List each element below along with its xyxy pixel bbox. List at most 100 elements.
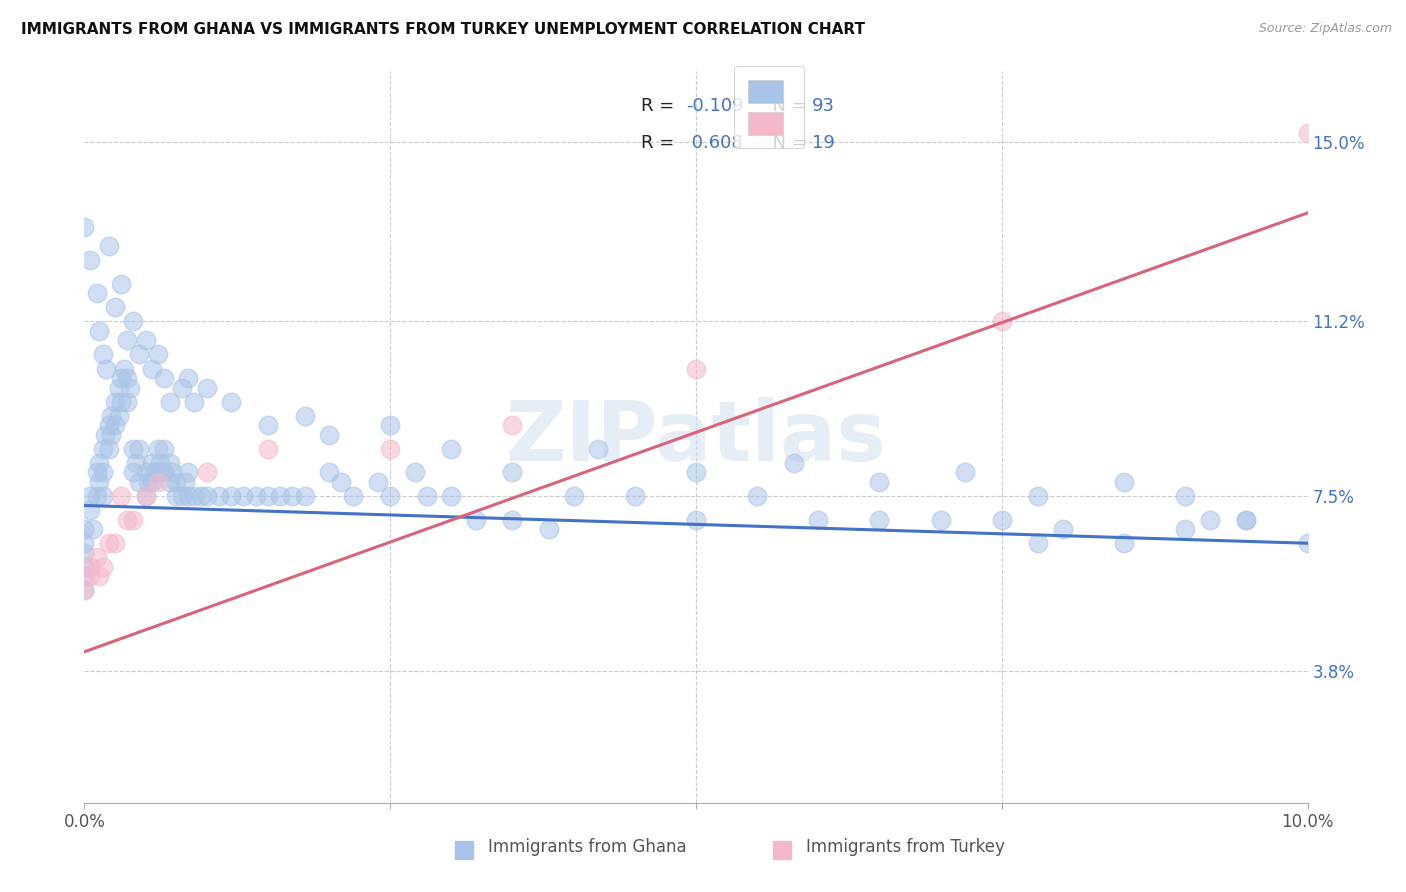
Point xyxy=(79,489,101,503)
Point xyxy=(135,466,157,480)
Point xyxy=(219,489,242,503)
Point xyxy=(104,536,127,550)
Point xyxy=(380,418,402,433)
Text: -0.109: -0.109 xyxy=(686,97,744,115)
Point xyxy=(146,466,169,480)
Text: ZIPatlas: ZIPatlas xyxy=(506,397,886,477)
Point xyxy=(440,442,463,456)
Point xyxy=(538,522,561,536)
Point xyxy=(586,442,609,456)
Point xyxy=(73,583,96,598)
Point xyxy=(122,513,145,527)
Point xyxy=(149,456,172,470)
Point xyxy=(416,489,439,503)
Point xyxy=(79,503,101,517)
Point xyxy=(172,380,194,394)
Point xyxy=(502,513,524,527)
Point xyxy=(82,522,104,536)
Point xyxy=(190,489,212,503)
Point xyxy=(1174,489,1197,503)
Point xyxy=(257,489,280,503)
Point xyxy=(73,220,96,235)
Point xyxy=(146,347,169,361)
Point xyxy=(110,371,132,385)
Point xyxy=(1236,513,1258,527)
Point xyxy=(685,361,707,376)
Point xyxy=(342,489,364,503)
Legend: , : , xyxy=(734,66,804,148)
Point xyxy=(464,513,486,527)
Point xyxy=(245,489,267,503)
Point xyxy=(73,569,96,583)
Point xyxy=(110,277,132,291)
Point xyxy=(562,489,585,503)
Point xyxy=(100,409,122,423)
Point xyxy=(440,489,463,503)
Point xyxy=(177,371,200,385)
Point xyxy=(869,475,891,489)
Point xyxy=(86,489,108,503)
Point xyxy=(318,427,340,442)
Point xyxy=(685,513,707,527)
Point xyxy=(141,361,163,376)
Point xyxy=(73,546,96,560)
Point xyxy=(747,489,769,503)
Point xyxy=(118,380,141,394)
Point xyxy=(929,513,952,527)
Point xyxy=(195,489,218,503)
Point xyxy=(1296,126,1319,140)
Point xyxy=(153,466,176,480)
Point xyxy=(380,489,402,503)
Point xyxy=(96,361,118,376)
Point xyxy=(783,456,806,470)
Point xyxy=(86,550,108,565)
Point xyxy=(232,489,254,503)
Point xyxy=(79,569,101,583)
Point xyxy=(159,394,181,409)
Point xyxy=(1028,536,1050,550)
Text: 19: 19 xyxy=(813,134,835,152)
Text: R =: R = xyxy=(641,134,681,152)
Text: 0.608: 0.608 xyxy=(686,134,742,152)
Point xyxy=(219,394,242,409)
Point xyxy=(104,394,127,409)
Text: Immigrants from Ghana: Immigrants from Ghana xyxy=(488,838,686,855)
Point xyxy=(165,489,187,503)
Point xyxy=(177,466,200,480)
Point xyxy=(122,442,145,456)
Point xyxy=(172,489,194,503)
Point xyxy=(183,489,205,503)
Point xyxy=(162,466,184,480)
Point xyxy=(115,394,138,409)
Point xyxy=(104,418,127,433)
Point xyxy=(807,513,830,527)
Point xyxy=(1236,513,1258,527)
Point xyxy=(122,314,145,328)
Point xyxy=(79,559,101,574)
Point xyxy=(86,466,108,480)
Point xyxy=(624,489,647,503)
Point xyxy=(122,466,145,480)
Point xyxy=(107,380,129,394)
Point xyxy=(73,536,96,550)
Point xyxy=(685,466,707,480)
Point xyxy=(128,475,150,489)
Text: N =: N = xyxy=(761,134,813,152)
Point xyxy=(125,456,148,470)
Point xyxy=(159,456,181,470)
Point xyxy=(107,409,129,423)
Point xyxy=(97,536,120,550)
Text: Source: ZipAtlas.com: Source: ZipAtlas.com xyxy=(1258,22,1392,36)
Point xyxy=(1028,489,1050,503)
Point xyxy=(153,371,176,385)
Point xyxy=(94,427,117,442)
Point xyxy=(141,456,163,470)
Point xyxy=(318,466,340,480)
Point xyxy=(208,489,231,503)
Point xyxy=(183,394,205,409)
Point xyxy=(135,334,157,348)
Point xyxy=(128,442,150,456)
Point xyxy=(294,409,316,423)
Point xyxy=(953,466,976,480)
Text: N =: N = xyxy=(761,97,813,115)
